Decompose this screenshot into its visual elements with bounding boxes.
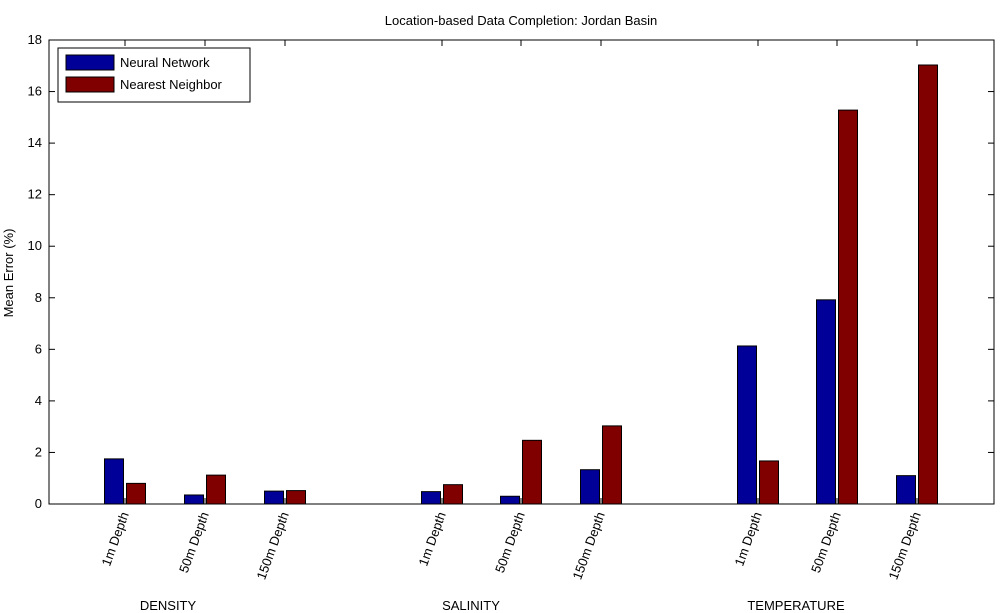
y-tick-label: 2	[35, 444, 42, 459]
x-tick-label: 1m Depth	[415, 510, 448, 568]
plot-area: 0 2 4 6 8 10 12 14 16 18 1m Depth 50m Depth 150m Dep…	[28, 32, 995, 613]
y-tick-label: 10	[28, 238, 42, 253]
bar-density-nearest-neighbor-3	[286, 490, 306, 505]
legend-swatch-neural-network	[65, 54, 115, 71]
bar-salinity-neural-network-2	[500, 495, 520, 505]
bar-density-nearest-neighbor-2	[206, 474, 226, 505]
y-tick-label: 0	[35, 496, 42, 511]
legend-label-nearest-neighbor: Nearest Neighbor	[120, 77, 223, 92]
legend-label-neural-network: Neural Network	[120, 55, 210, 70]
x-tick-label: 50m Depth	[492, 510, 528, 575]
bar-temperature-neural-network-1	[737, 345, 757, 505]
bar-salinity-nearest-neighbor-3	[602, 425, 622, 505]
bar-temperature-neural-network-2	[816, 299, 836, 505]
bar-temperature-neural-network-3	[896, 475, 916, 505]
y-tick-label: 12	[28, 187, 42, 202]
y-tick-label: 14	[28, 135, 42, 150]
y-tick-label: 8	[35, 290, 42, 305]
y-tick-label: 16	[28, 84, 42, 99]
x-tick-label: 150m Depth	[253, 510, 291, 582]
x-tick-label: 50m Depth	[808, 510, 844, 575]
bar-density-neural-network-2	[184, 494, 204, 505]
legend-swatch-nearest-neighbor	[65, 76, 115, 93]
chart-title: Location-based Data Completion: Jordan B…	[385, 13, 657, 28]
y-tick-label: 18	[28, 32, 42, 47]
bar-salinity-nearest-neighbor-1	[443, 484, 463, 505]
y-axis-label: Mean Error (%)	[1, 229, 16, 318]
legend-box	[57, 47, 251, 103]
y-tick-label: 4	[35, 393, 42, 408]
group-label-temperature: TEMPERATURE	[747, 598, 845, 613]
x-tick-label: 150m Depth	[569, 510, 607, 582]
plot-frame	[48, 39, 995, 505]
bar-temperature-nearest-neighbor-3	[918, 64, 938, 505]
group-label-density: DENSITY	[140, 598, 197, 613]
bar-temperature-nearest-neighbor-1	[759, 460, 779, 505]
x-tick-label: 1m Depth	[731, 510, 764, 568]
x-tick-label: 50m Depth	[176, 510, 212, 575]
bar-salinity-nearest-neighbor-2	[522, 439, 542, 505]
y-tick-label: 6	[35, 341, 42, 356]
bar-salinity-neural-network-3	[580, 469, 600, 505]
group-label-salinity: SALINITY	[442, 598, 500, 613]
bar-temperature-nearest-neighbor-2	[838, 109, 858, 505]
bar-salinity-neural-network-1	[421, 491, 441, 505]
x-tick-label: 1m Depth	[98, 510, 131, 568]
bar-density-neural-network-1	[104, 458, 124, 505]
bar-density-neural-network-3	[264, 490, 284, 505]
bar-density-nearest-neighbor-1	[126, 482, 146, 505]
x-tick-label: 150m Depth	[885, 510, 923, 582]
